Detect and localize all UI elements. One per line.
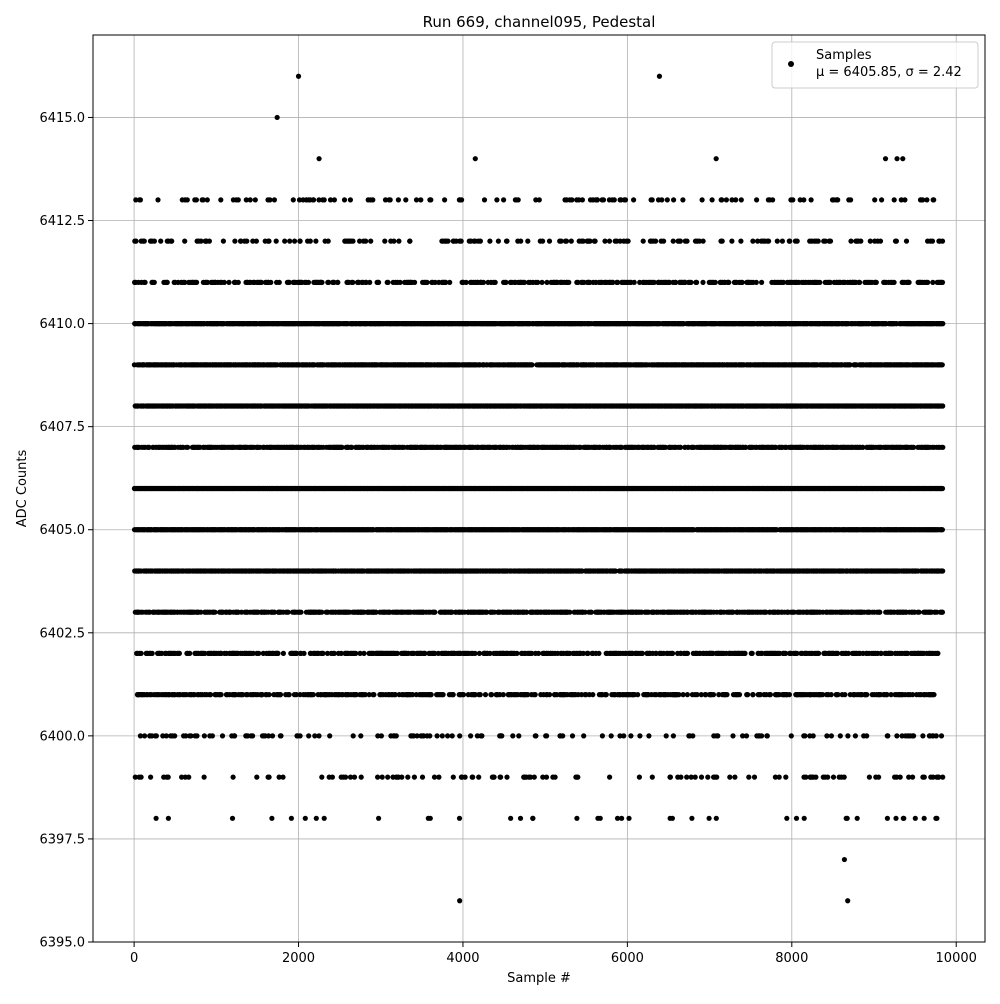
data-point bbox=[940, 403, 945, 408]
data-point bbox=[940, 445, 945, 450]
data-point bbox=[529, 362, 534, 367]
data-points bbox=[132, 74, 946, 904]
data-point bbox=[940, 321, 945, 326]
data-point bbox=[185, 445, 190, 450]
data-point bbox=[940, 362, 945, 367]
